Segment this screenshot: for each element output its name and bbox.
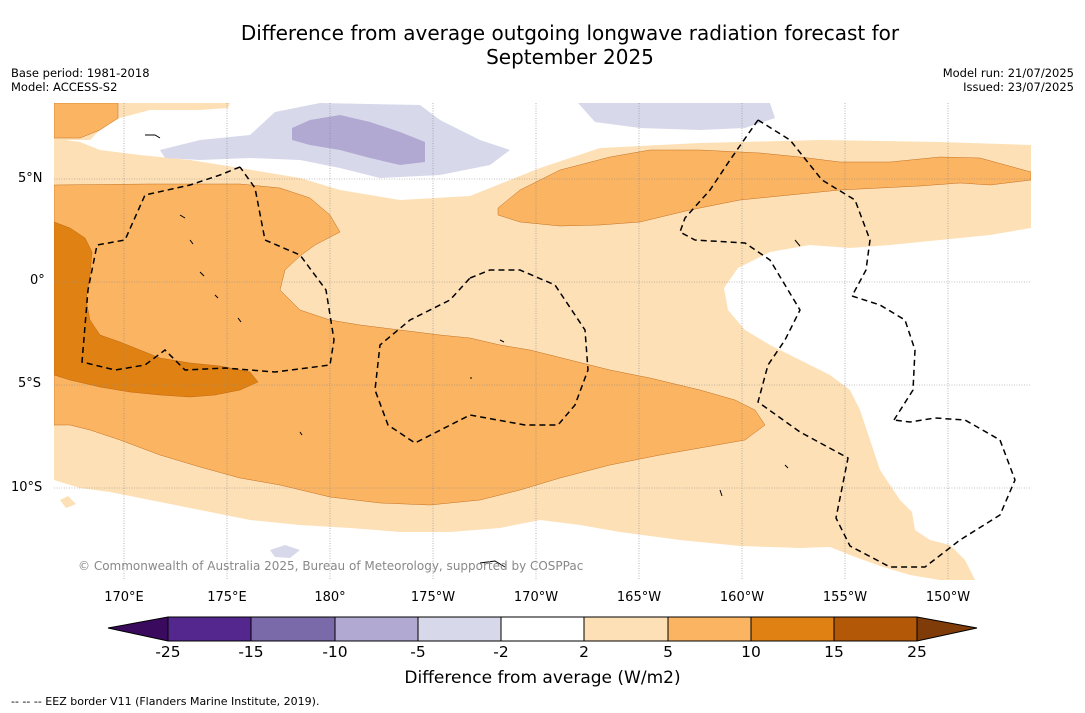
copyright-credit: © Commonwealth of Australia 2025, Bureau…	[78, 559, 584, 573]
eez-border-line-islands	[757, 119, 871, 297]
dark-orange-core-west	[54, 221, 259, 398]
lon-label-170e: 170°E	[104, 590, 144, 605]
lon-label-175e: 175°E	[207, 590, 247, 605]
colorbar-tick-label: 10	[741, 643, 761, 661]
lat-label-10s: 10°S	[11, 480, 43, 495]
eez-border-tokelau	[374, 269, 589, 444]
title-line-1: Difference from average outgoing longwav…	[240, 21, 900, 45]
colorbar	[107, 616, 978, 642]
negative-core-north	[292, 115, 425, 165]
negative-patch-northeast	[578, 103, 775, 130]
light-patch-southeast	[885, 543, 928, 563]
lon-label-170w: 170°W	[513, 590, 559, 605]
colorbar-tick-label: 2	[579, 643, 589, 661]
lon-label-160w: 160°W	[719, 590, 765, 605]
island-markers	[145, 134, 801, 568]
base-period: Base period: 1981-2018	[11, 66, 150, 80]
map-title: Difference from average outgoing longwav…	[0, 21, 1085, 69]
orange-band-north	[497, 149, 1031, 227]
colorbar-bin-2	[251, 617, 335, 641]
map-panel	[54, 103, 1031, 580]
lat-label-0: 0°	[30, 273, 45, 288]
colorbar-bin-4	[418, 617, 501, 641]
eez-border-east	[851, 295, 916, 421]
light-patch-west	[60, 496, 76, 508]
model-run: Model run: 21/07/2025	[942, 66, 1074, 80]
lon-label-165w: 165°W	[616, 590, 662, 605]
orange-region-central	[54, 183, 766, 506]
anomaly-map	[54, 103, 1031, 580]
colorbar-bin-6	[584, 617, 668, 641]
graticule	[54, 103, 1031, 580]
lon-label-175w: 175°W	[410, 590, 456, 605]
colorbar-tick-label: -5	[410, 643, 426, 661]
eez-border-phoenix	[679, 119, 1016, 568]
model-name: Model: ACCESS-S2	[11, 80, 118, 94]
lat-label-5n: 5°N	[18, 171, 43, 186]
negative-patch-south	[270, 545, 300, 558]
colorbar-bin-9	[834, 617, 917, 641]
colorbar-bin-8	[751, 617, 834, 641]
colorbar-title: Difference from average (W/m2)	[404, 668, 681, 688]
colorbar-tick-label: 15	[824, 643, 844, 661]
colorbar-tick-label: -15	[238, 643, 264, 661]
lon-label-150w: 150°W	[925, 590, 971, 605]
title-line-2: September 2025	[486, 45, 654, 69]
orange-patch-northwest	[54, 103, 119, 139]
lon-label-180: 180°	[314, 590, 346, 605]
issued-date: Issued: 23/07/2025	[963, 80, 1074, 94]
eez-border-tuvalu	[81, 166, 335, 373]
meta-left: Base period: 1981-2018 Model: ACCESS-S2	[11, 66, 150, 94]
colorbar-tick-label: -10	[322, 643, 348, 661]
eez-borders	[81, 119, 1016, 568]
colorbar-tick-label: -2	[493, 643, 509, 661]
colorbar-extend-low	[108, 617, 168, 641]
colorbar-bin-7	[668, 617, 751, 641]
colorbar-bin-1	[168, 617, 251, 641]
colorbar-tick-label: 25	[907, 643, 927, 661]
lat-label-5s: 5°S	[18, 376, 42, 391]
colorbar-extend-high	[917, 617, 977, 641]
colorbar-outline	[107, 616, 978, 642]
meta-right: Model run: 21/07/2025 Issued: 23/07/2025	[943, 66, 1074, 94]
lon-label-155w: 155°W	[822, 590, 868, 605]
colorbar-tick-label: 5	[663, 643, 673, 661]
white-region-east	[724, 228, 1031, 580]
colorbar-bin-5	[501, 617, 584, 641]
colorbar-bin-3	[335, 617, 418, 641]
eez-legend-note: -- -- -- EEZ border V11 (Flanders Marine…	[11, 695, 320, 708]
colorbar-tick-label: -25	[155, 643, 181, 661]
